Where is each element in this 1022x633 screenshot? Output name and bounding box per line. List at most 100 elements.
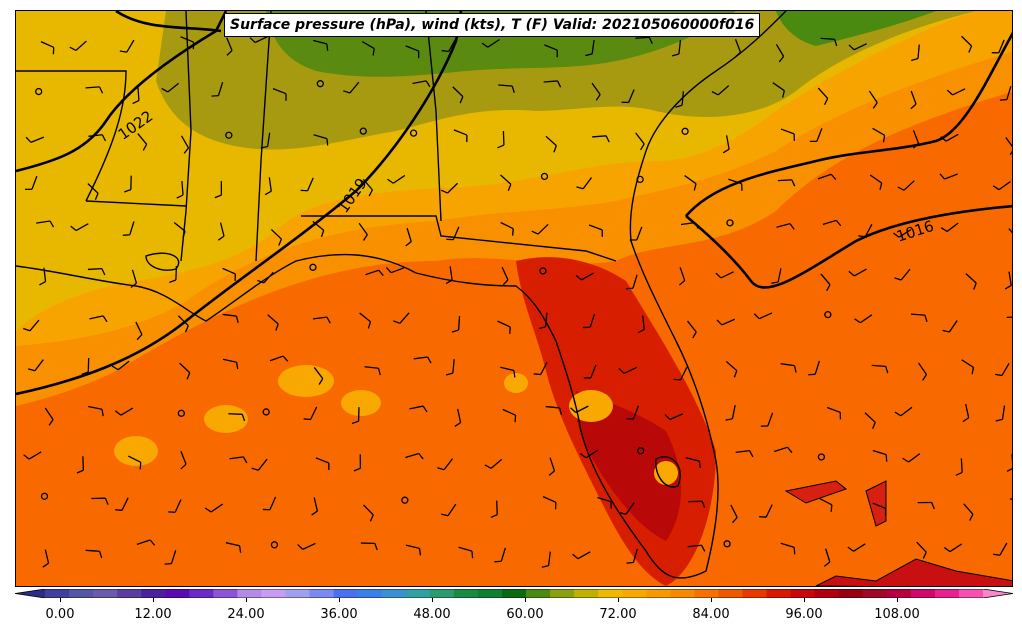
colorbar-segment — [838, 589, 864, 598]
wind-barb — [351, 407, 360, 425]
colorbar-segment — [550, 589, 575, 598]
wind-barb — [267, 314, 279, 331]
wind-barb — [124, 175, 132, 193]
wind-barb — [675, 91, 685, 108]
wind-barb — [362, 178, 374, 197]
wind-barb — [858, 223, 873, 238]
isobar-1022-top — [115, 11, 222, 33]
wind-barb — [180, 135, 190, 154]
temp-blob-gulf-5 — [504, 373, 528, 393]
wind-barb — [771, 268, 782, 284]
lake-okeechobee — [655, 456, 681, 488]
al-ga-border — [425, 11, 442, 222]
wind-barb — [847, 543, 866, 552]
wind-barb — [776, 223, 795, 230]
wind-barb — [412, 80, 431, 88]
wind-barb — [711, 85, 730, 96]
wind-barb — [316, 80, 324, 88]
wind-barb — [580, 449, 599, 459]
wind-barb — [548, 457, 556, 476]
wind-barb — [664, 413, 683, 421]
isobars — [16, 11, 1012, 396]
wind-barb — [88, 134, 107, 142]
wind-barb — [229, 456, 248, 464]
wind-barb — [494, 547, 506, 563]
wind-barb — [917, 501, 935, 510]
wind-barb — [588, 224, 603, 237]
wind-barb — [363, 504, 374, 522]
wind-barb — [222, 313, 239, 324]
wind-barb — [260, 132, 271, 149]
wind-barb — [441, 503, 457, 517]
wind-barb — [680, 221, 699, 230]
colorbar-segment — [165, 589, 190, 598]
wind-barb — [625, 274, 638, 290]
la-west-border — [16, 70, 127, 202]
wind-barb — [300, 177, 314, 192]
colorbar-ticks: 0.00 12.00 24.00 36.00 48.00 60.00 72.00… — [15, 598, 1013, 628]
wind-barb — [871, 364, 889, 374]
colorbar-segment — [958, 589, 984, 598]
wind-barb — [910, 313, 928, 323]
wind-barb — [451, 315, 461, 333]
colorbar-segment — [862, 589, 888, 598]
wind-barb — [441, 38, 457, 53]
wind-barb — [225, 131, 233, 139]
wind-barb — [753, 312, 773, 320]
wind-barb — [725, 405, 736, 421]
wind-barb — [161, 82, 180, 93]
wind-barb — [481, 38, 500, 48]
wind-barb — [780, 363, 797, 373]
wind-barb — [872, 449, 888, 462]
isobar-1019 — [16, 11, 463, 396]
wind-barb — [817, 173, 837, 180]
wind-barb — [115, 497, 129, 511]
wind-barb — [40, 492, 49, 500]
wind-barb — [452, 86, 464, 104]
wind-barb — [114, 407, 134, 416]
wind-barb — [313, 39, 329, 51]
wind-barb — [136, 539, 156, 546]
wind-barb — [678, 267, 686, 286]
wind-barb — [76, 456, 84, 474]
colorbar-segment — [886, 589, 912, 598]
wind-barb — [999, 85, 1012, 101]
colorbar-segment — [45, 589, 70, 598]
wind-barb — [81, 358, 90, 375]
colorbar-segment — [934, 589, 960, 598]
colorbar-segment — [189, 589, 214, 598]
wind-barb — [214, 181, 223, 199]
wind-barb — [820, 37, 838, 47]
wind-barb — [715, 271, 734, 279]
wind-barb — [409, 129, 418, 137]
wind-barb — [309, 263, 317, 271]
wind-barb — [87, 183, 99, 201]
wind-barb — [1006, 454, 1012, 472]
wind-barb — [88, 405, 104, 417]
wind-barb — [728, 178, 743, 191]
wind-barb — [575, 272, 594, 281]
wind-barb — [734, 39, 742, 58]
wind-barb — [688, 500, 706, 509]
wind-barb — [225, 542, 242, 553]
wind-barb — [681, 127, 689, 135]
tick-mark — [618, 598, 619, 602]
wind-barb — [619, 502, 635, 515]
wind-barb — [759, 504, 773, 518]
isobar-1016 — [685, 31, 1012, 217]
wind-barb — [687, 320, 697, 339]
wind-barb — [315, 457, 330, 470]
wind-barbs — [23, 35, 1012, 568]
wind-barb — [591, 82, 601, 101]
wind-barb — [137, 133, 148, 151]
tick-label: 12.00 — [134, 607, 172, 622]
wind-barb — [359, 312, 372, 329]
wind-barb — [635, 132, 645, 151]
wind-barb — [445, 266, 453, 285]
colorbar-segment — [93, 589, 118, 598]
wind-barb — [916, 541, 927, 559]
wind-barb — [585, 39, 595, 57]
wind-barb — [458, 546, 474, 559]
tick-mark — [339, 598, 340, 602]
wind-barb — [130, 269, 138, 289]
